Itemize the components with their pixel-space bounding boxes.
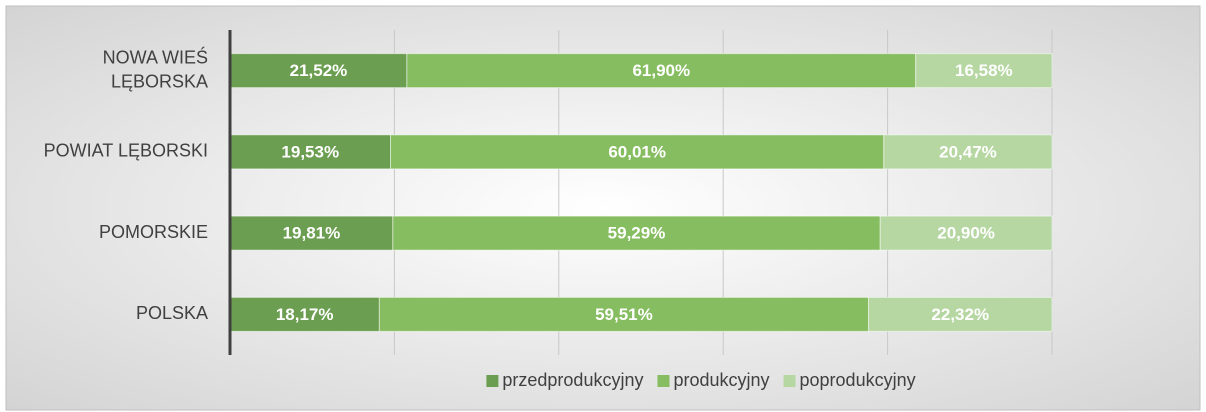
bar-segment [378, 296, 870, 332]
bar-segment [915, 53, 1053, 89]
bar-segment [229, 215, 394, 251]
legend-label: przedprodukcyjny [502, 370, 643, 390]
data-label: 20,90% [937, 224, 995, 243]
y-tick-label: POLSKA [136, 303, 208, 323]
legend-label: produkcyjny [673, 370, 769, 390]
data-label: 21,52% [290, 61, 348, 80]
data-label: 60,01% [608, 142, 666, 161]
data-label: 18,17% [276, 305, 334, 324]
bar-segment [868, 296, 1053, 332]
data-label: 19,81% [283, 224, 341, 243]
legend-label: poprodukcyjny [800, 370, 916, 390]
bar-segment [879, 215, 1053, 251]
bar-segment [883, 134, 1053, 170]
bar-segment [229, 53, 408, 89]
data-label: 20,47% [939, 142, 997, 161]
legend-swatch [657, 375, 670, 387]
data-label: 61,90% [632, 61, 690, 80]
bar-segment [390, 134, 885, 170]
legend-swatch [486, 375, 499, 387]
y-tick-label: POWIAT LĘBORSKI [44, 141, 208, 161]
data-label: 59,29% [608, 224, 666, 243]
data-label: 16,58% [955, 61, 1013, 80]
legend-swatch [783, 375, 796, 387]
bar-segment [229, 134, 392, 170]
y-tick-label: NOWA WIEŚ LĘBORSKA [103, 46, 208, 91]
data-label: 22,32% [931, 305, 989, 324]
bar-segment [406, 53, 917, 89]
data-label: 19,53% [281, 142, 339, 161]
data-label: 59,51% [595, 305, 653, 324]
y-tick-label: POMORSKIE [99, 222, 208, 242]
